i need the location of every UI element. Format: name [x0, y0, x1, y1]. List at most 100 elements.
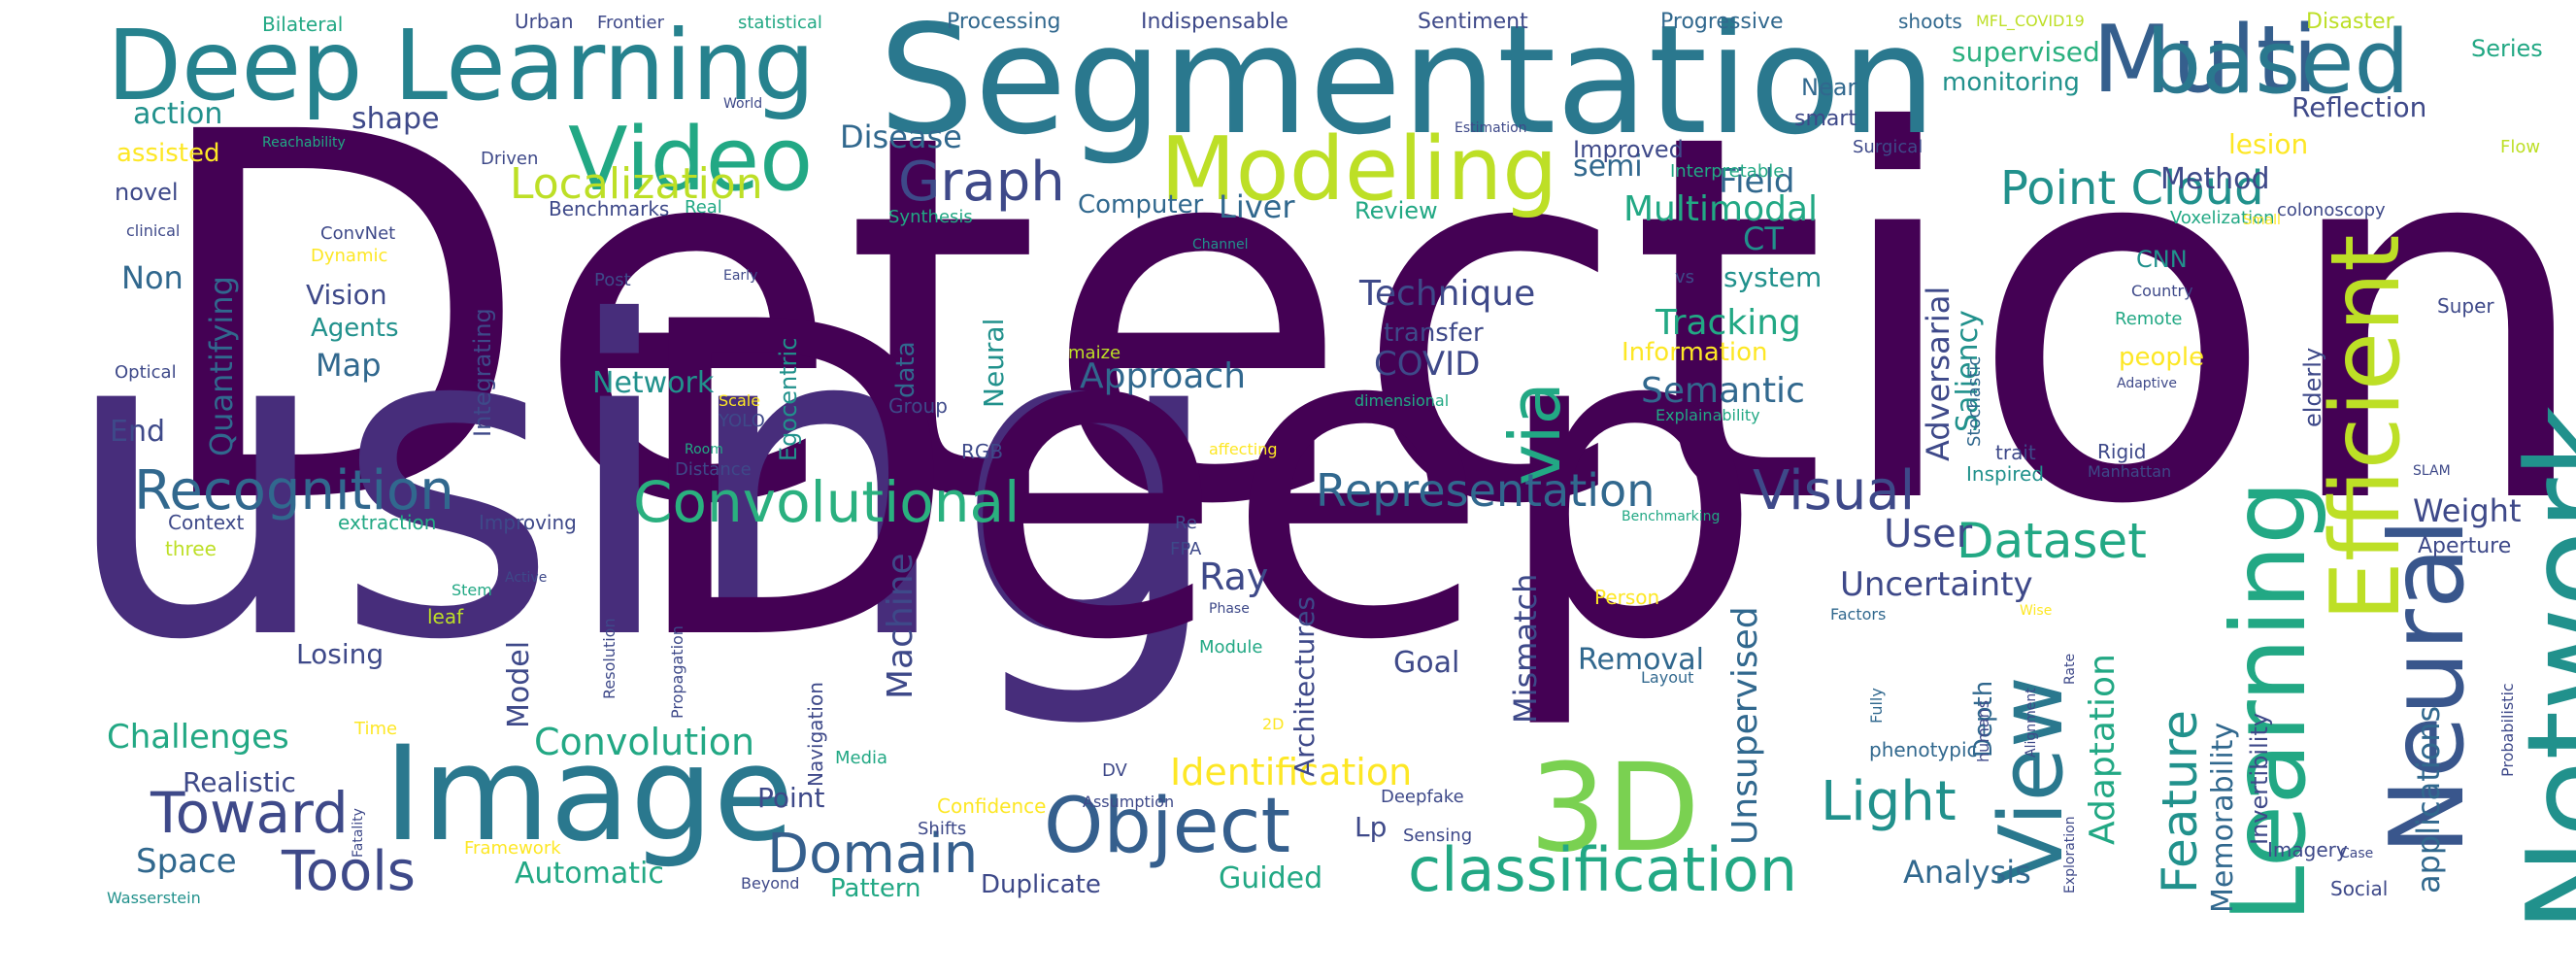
word: leaf	[427, 605, 464, 628]
word: Agents	[311, 314, 399, 343]
word: Flow	[2500, 137, 2541, 157]
word: Navigation	[804, 682, 827, 787]
word: Series	[2471, 35, 2543, 62]
word: Recognition	[134, 459, 454, 523]
word: Graph	[898, 151, 1065, 214]
word: Post	[594, 270, 631, 290]
word: Field	[1719, 162, 1795, 201]
word: Improving	[479, 511, 577, 534]
word: Realistic	[183, 766, 296, 798]
word: Surgical	[1853, 137, 1924, 157]
word: Automatic	[515, 857, 664, 891]
word: Estimation	[1455, 120, 1527, 136]
word: Scale	[719, 391, 761, 410]
word: semi	[1573, 150, 1643, 184]
word: Object	[1044, 783, 1291, 870]
word: Reachability	[262, 135, 346, 151]
word: COVID	[1374, 345, 1481, 384]
word: Identification	[1170, 751, 1413, 793]
word: Resolution	[600, 618, 619, 699]
word: classification	[1408, 834, 1798, 905]
word: Group	[888, 394, 948, 418]
word: Phase	[1209, 601, 1250, 617]
word: Efficient	[2311, 234, 2422, 622]
word: Time	[354, 719, 398, 739]
word: shoots	[1898, 10, 1962, 33]
word: Media	[835, 748, 888, 768]
word: Adaptation	[2083, 654, 2123, 845]
word: Distance	[675, 459, 752, 480]
word: Voxelization	[2170, 208, 2275, 228]
word: Fully	[1867, 688, 1886, 724]
word: Tools	[282, 840, 416, 903]
word: Wasserstein	[107, 889, 201, 907]
word: Convolution	[534, 721, 755, 763]
word: Disease	[840, 118, 962, 155]
word: Manhattan	[2088, 462, 2172, 481]
word: Representation	[1316, 464, 1656, 517]
word: FPA	[1170, 539, 1202, 559]
word: smart	[1794, 107, 1857, 131]
word: CT	[1743, 220, 1784, 257]
word: Super	[2437, 294, 2494, 318]
word: based	[2146, 12, 2410, 114]
word: Synthesis	[888, 207, 973, 227]
word: Sentiment	[1418, 10, 1528, 34]
word: Ray	[1199, 556, 1269, 598]
word: Context	[168, 511, 245, 534]
word: Losing	[296, 638, 385, 670]
word: Lp	[1355, 811, 1388, 843]
word: Quantifying	[203, 276, 240, 456]
word: colonoscopy	[2277, 200, 2386, 220]
word: Mismatch	[1507, 573, 1544, 724]
word: Liver	[1219, 188, 1295, 225]
word: Inspired	[1966, 462, 2045, 486]
word: Localization	[510, 159, 763, 209]
word: Model	[502, 640, 536, 728]
word: Pattern	[830, 874, 921, 903]
word: elderly	[2299, 347, 2326, 427]
word: Room	[685, 442, 723, 457]
word: vs	[1675, 267, 1695, 287]
word: Image	[384, 718, 794, 870]
word: Alignment	[2024, 688, 2039, 758]
word: Real	[685, 197, 722, 218]
word: Dynamic	[311, 246, 388, 266]
word: 3D	[1529, 738, 1700, 879]
word: Sensing	[1403, 826, 1473, 846]
word: transfer	[1384, 319, 1484, 348]
word: Semantic	[1641, 371, 1805, 411]
word: action	[133, 97, 223, 131]
word: three	[165, 537, 217, 560]
word: DV	[1102, 760, 1127, 781]
word: Small	[2243, 213, 2281, 228]
word: Factors	[1830, 605, 1887, 624]
word: Probabilistic	[2498, 683, 2517, 777]
word: Shifts	[918, 819, 967, 839]
word: Aperture	[2418, 534, 2512, 558]
word: Rate	[2062, 653, 2078, 685]
word: Visual	[1753, 459, 1916, 523]
word: Guided	[1219, 861, 1323, 895]
word: Module	[1199, 637, 1263, 658]
word: dimensional	[1355, 391, 1450, 410]
word: Information	[1622, 338, 1768, 367]
word: trait	[1995, 441, 2036, 464]
word: Convolutional	[633, 469, 1020, 535]
word: User	[1884, 512, 1973, 556]
word: Framework	[464, 838, 561, 859]
word: Explainability	[1656, 406, 1760, 424]
word: Bilateral	[262, 13, 344, 36]
word: Propagation	[668, 625, 686, 719]
word: Adaptive	[2117, 376, 2177, 391]
word: Non	[121, 259, 184, 296]
word: Driven	[481, 149, 539, 169]
word: monitoring	[1942, 68, 2080, 97]
word: Confidence	[937, 794, 1047, 818]
word: Technique	[1359, 274, 1536, 314]
word: Optical	[115, 362, 177, 383]
word: Progressive	[1660, 10, 1784, 34]
word: End	[110, 415, 166, 449]
word: shape	[351, 102, 440, 136]
word: phenotypic	[1869, 738, 1978, 761]
